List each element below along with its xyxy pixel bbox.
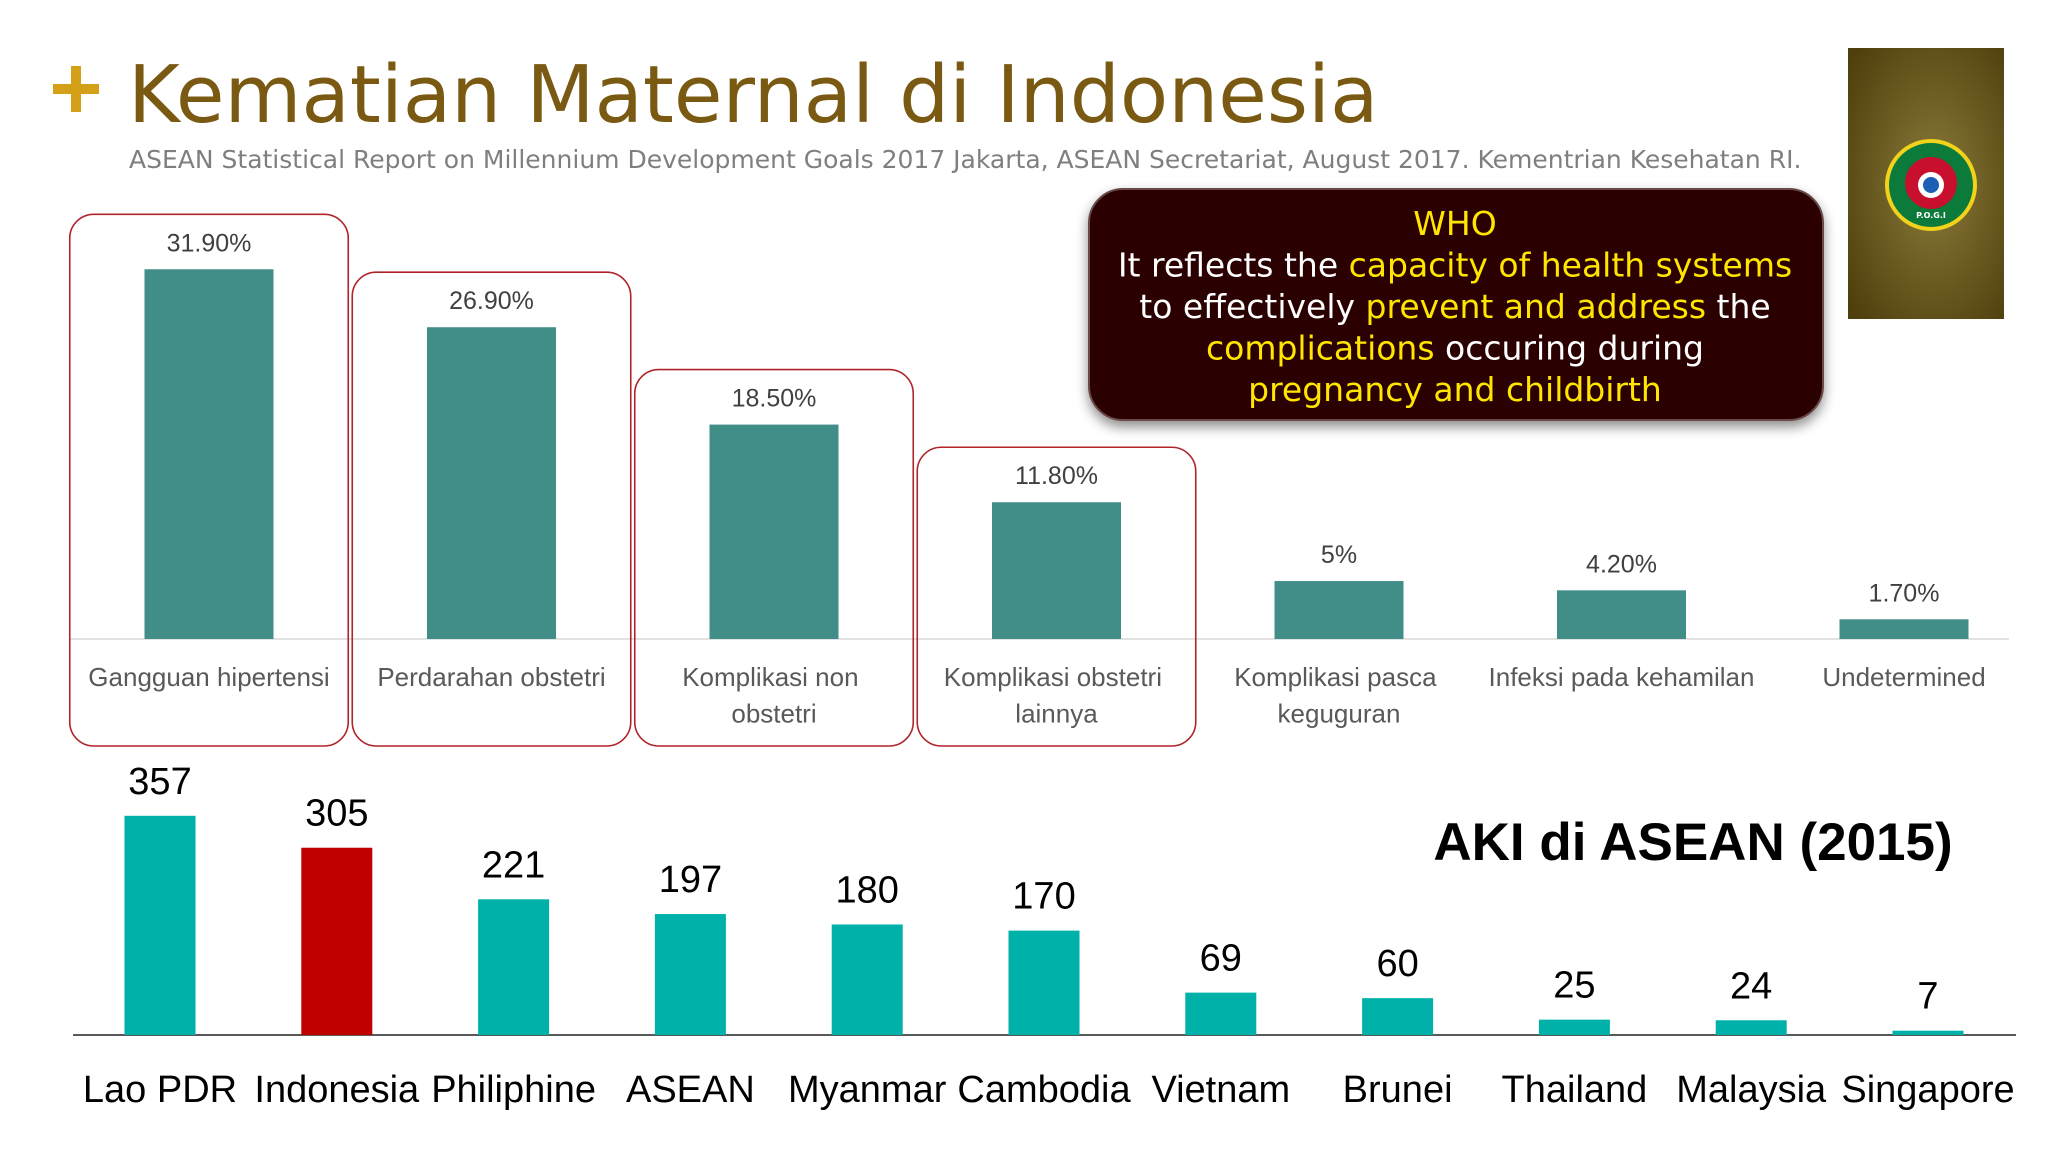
data-label: 180 [835,869,898,911]
callout-text: occuring during [1435,329,1704,368]
bar [1892,1030,1964,1035]
bar [831,924,903,1035]
plus-icon [53,66,99,112]
x-tick-label: Myanmar [788,1069,947,1111]
x-tick-label: Komplikasi non obstetri [682,662,866,728]
subtitle: ASEAN Statistical Report on Millennium D… [129,145,1801,174]
bar [1008,930,1080,1035]
data-label: 7 [1917,976,1938,1018]
callout-box [1088,188,1824,421]
x-tick-label: Thailand [1502,1069,1648,1111]
callout-line: It reflects the capacity of health syste… [1118,246,1792,285]
logo: P.O.G.I [1848,48,2004,319]
bar [427,327,556,639]
callout-text: It reflects the [1118,246,1349,285]
data-label: 5% [1321,541,1357,569]
data-label: 31.90% [167,229,252,257]
bar [1185,992,1257,1035]
bar [144,269,274,639]
data-label: 221 [482,844,545,886]
x-tick-label: Singapore [1841,1069,2014,1111]
bar [1362,998,1434,1035]
bar [301,847,373,1035]
x-tick-label: Gangguan hipertensi [88,662,329,692]
callout-text: the [1706,287,1771,326]
bar [1538,1019,1610,1035]
callout-text: to effectively [1139,287,1365,326]
highlight-box [68,213,350,747]
callout-highlight: complications [1206,329,1435,368]
data-label: 69 [1200,938,1242,980]
bar [124,815,196,1035]
bar [478,899,550,1035]
bar [992,502,1121,639]
x-tick-label: Infeksi pada kehamilan [1489,662,1755,692]
x-tick-label: Lao PDR [83,1069,237,1111]
x-tick-label: Indonesia [254,1069,420,1111]
callout-line: WHO [1413,204,1496,243]
data-label: 1.70% [1869,579,1940,607]
callout-line: pregnancy and childbirth [1248,370,1662,409]
data-label: 170 [1012,876,1075,918]
bar [1274,581,1404,639]
data-label: 357 [128,761,191,803]
x-tick-label: Komplikasi obstetri lainnya [944,662,1169,728]
aki-chart: 357 Lao PDR 305 Indonesia 221 Philiphine 197 AS… [73,761,2016,1111]
bar [1557,590,1686,639]
x-tick-label: Vietnam [1151,1069,1290,1111]
bar [654,914,726,1035]
bar [709,424,839,639]
data-label: 305 [305,793,368,835]
callout-highlight: prevent and address [1366,287,1707,326]
data-label: 197 [659,859,722,901]
x-tick-label: Komplikasi pasca keguguran [1234,662,1444,728]
data-label: 26.90% [449,287,534,315]
slide-title: Kematian Maternal di Indonesia [128,49,1378,141]
logo-label: P.O.G.I [1916,211,1946,220]
highlight-box [916,446,1197,747]
bar [1715,1020,1787,1035]
data-label: 11.80% [1015,462,1098,490]
x-tick-label: Malaysia [1676,1069,1827,1111]
highlight-box [633,368,915,747]
x-tick-label: Philiphine [431,1069,596,1111]
data-label: 60 [1376,943,1418,985]
chart-title: AKI di ASEAN (2015) [1433,813,1952,872]
x-tick-label: ASEAN [626,1069,755,1111]
callout-highlight: capacity of health systems [1349,246,1793,285]
data-label: 25 [1553,965,1595,1007]
highlight-box [351,271,632,747]
callout-line: to effectively prevent and address the [1139,287,1770,326]
data-label: 4.20% [1586,550,1657,578]
bar [1839,619,1969,639]
x-tick-label: Brunei [1343,1069,1453,1111]
callout-line: complications occuring during [1206,329,1704,368]
data-label: 18.50% [732,385,817,413]
callout-highlight: WHO [1413,204,1496,243]
data-label: 24 [1730,965,1772,1007]
x-tick-label: Perdarahan obstetri [377,662,605,692]
x-tick-label: Cambodia [957,1069,1131,1111]
callout-highlight: pregnancy and childbirth [1248,370,1662,409]
x-tick-label: Undetermined [1822,662,1985,692]
cause-chart: 31.90% Gangguan hipertensi 26.90% Perdaraha… [68,213,2009,747]
